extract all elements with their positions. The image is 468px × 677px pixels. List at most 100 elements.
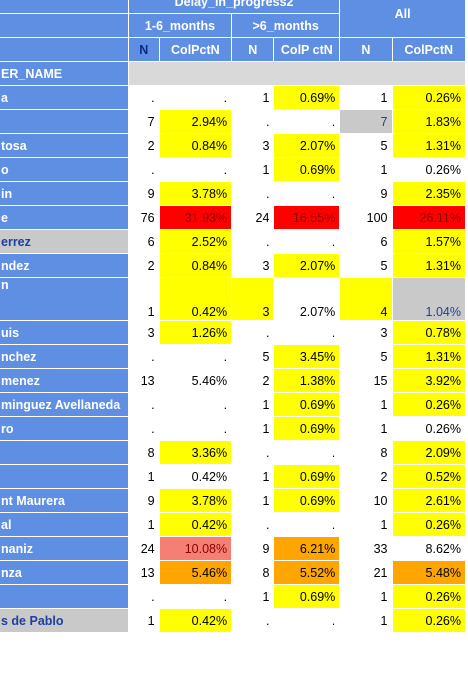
table-cell: 5.48% [391,560,466,585]
table-cell: 1.31% [391,344,466,369]
row-label: s de Pablo [0,608,129,633]
table-row: 7 2.94%.. 7 1.83% [0,109,466,134]
row-label: al [0,512,129,537]
table-cell: 8 [339,440,393,465]
table-cell: 21 [339,560,393,585]
table-cell: 2.09% [391,440,466,465]
table-cell: . [158,416,233,441]
table-row: nza 13 5.46% 8 5.52% 21 5.48% [0,560,466,585]
table-cell: 8.62% [391,536,466,561]
table-cell: 13 [127,368,160,393]
row-label [0,584,129,609]
table-row: uis 3 1.26%.. 3 0.78% [0,320,466,345]
table-cell: 1 [231,416,275,441]
table-cell: 26.11% [391,205,466,230]
table-row: a.. 1 0.69% 1 0.26% [0,85,466,110]
group-header: Delay_in_progress2 [127,0,341,14]
table-row: ro.. 1 0.69% 1 0.26% [0,416,466,441]
table-cell: . [273,109,341,134]
table-cell: 100 [339,205,393,230]
table-cell: 1.31% [391,253,466,278]
table-cell: 5.52% [273,560,341,585]
table-cell: 2 [231,368,275,393]
row-label: menez [0,368,129,393]
table-row: s de Pablo 1 0.42%.. 1 0.26% [0,608,466,633]
table-cell: . [231,440,275,465]
table-cell: 10 [339,488,393,513]
table-cell: . [127,344,160,369]
table-row: errez 6 2.52%.. 6 1.57% [0,229,466,254]
table-cell: 2.94% [158,109,233,134]
table-cell: 1 [339,85,393,110]
table-cell: 6 [339,229,393,254]
table-cell: 1 [339,416,393,441]
table-cell: 5 [339,344,393,369]
table-cell: 2 [339,464,393,489]
table-cell: 2 [127,133,160,158]
table-row: e 76 31.93% 24 16.55% 100 26.11% [0,205,466,230]
table-cell: 9 [127,488,160,513]
table-cell: 2.07% [273,277,341,321]
table-cell: . [231,181,275,206]
table-cell: . [273,229,341,254]
table-cell: 1 [339,157,393,182]
header-row-subgroup: 1-6_months >6_months [0,13,466,38]
table-cell: . [231,109,275,134]
row-label: naniz [0,536,129,561]
table-cell: 1.26% [158,320,233,345]
row-label: e [0,205,129,230]
table-cell: . [158,157,233,182]
table-cell: 1.83% [391,109,466,134]
table-cell: . [127,85,160,110]
subgroup-header-gt6: >6_months [231,13,341,38]
table-row: nchez.. 5 3.45% 5 1.31% [0,344,466,369]
table-cell: 8 [231,560,275,585]
table-cell: 8 [127,440,160,465]
table-row: 1 0.42% 1 0.69% 2 0.52% [0,464,466,489]
table-cell: 3.92% [391,368,466,393]
table-cell: 0.69% [273,416,341,441]
table-cell: . [158,344,233,369]
header-row-stats: N ColPctN N ColP ctN N ColPctN [0,37,466,62]
stat-header: ColPctN [391,37,466,62]
table-cell: 5 [231,344,275,369]
table-cell: . [158,392,233,417]
table-cell: 9 [339,181,393,206]
table-cell: 5.46% [158,560,233,585]
row-label: n [0,277,129,321]
stat-header: N [127,37,160,62]
row-label: in [0,181,129,206]
table-row: in 9 3.78%.. 9 2.35% [0,181,466,206]
table-cell: 0.69% [273,392,341,417]
header-corner-2 [0,13,129,38]
row-dimension-spacer [127,61,467,86]
row-label [0,464,129,489]
table-cell: 0.26% [391,584,466,609]
table-cell: 16.55% [273,205,341,230]
table-row: o.. 1 0.69% 1 0.26% [0,157,466,182]
row-label: nchez [0,344,129,369]
table-cell: . [273,181,341,206]
table-cell: 5 [339,133,393,158]
table-row: al 1 0.42%.. 1 0.26% [0,512,466,537]
table-row: .. 1 0.69% 1 0.26% [0,584,466,609]
row-label [0,109,129,134]
table-cell: 6.21% [273,536,341,561]
table-cell: 0.42% [158,277,233,321]
table-cell: 2.07% [273,133,341,158]
table-cell: 4 [339,277,393,321]
table-cell: 0.26% [391,512,466,537]
stat-header: ColP ctN [273,37,341,62]
table-cell: 1.04% [391,277,466,321]
table-cell: 1 [339,608,393,633]
table-row: tosa 2 0.84% 3 2.07% 5 1.31% [0,133,466,158]
table-cell: 3 [339,320,393,345]
table-cell: 0.26% [391,416,466,441]
table-cell: 3 [127,320,160,345]
table-cell: 1 [127,277,160,321]
row-label: minguez Avellaneda [0,392,129,417]
table-cell: 0.78% [391,320,466,345]
table-cell: . [273,440,341,465]
table-cell: 3.36% [158,440,233,465]
table-cell: 3.78% [158,181,233,206]
